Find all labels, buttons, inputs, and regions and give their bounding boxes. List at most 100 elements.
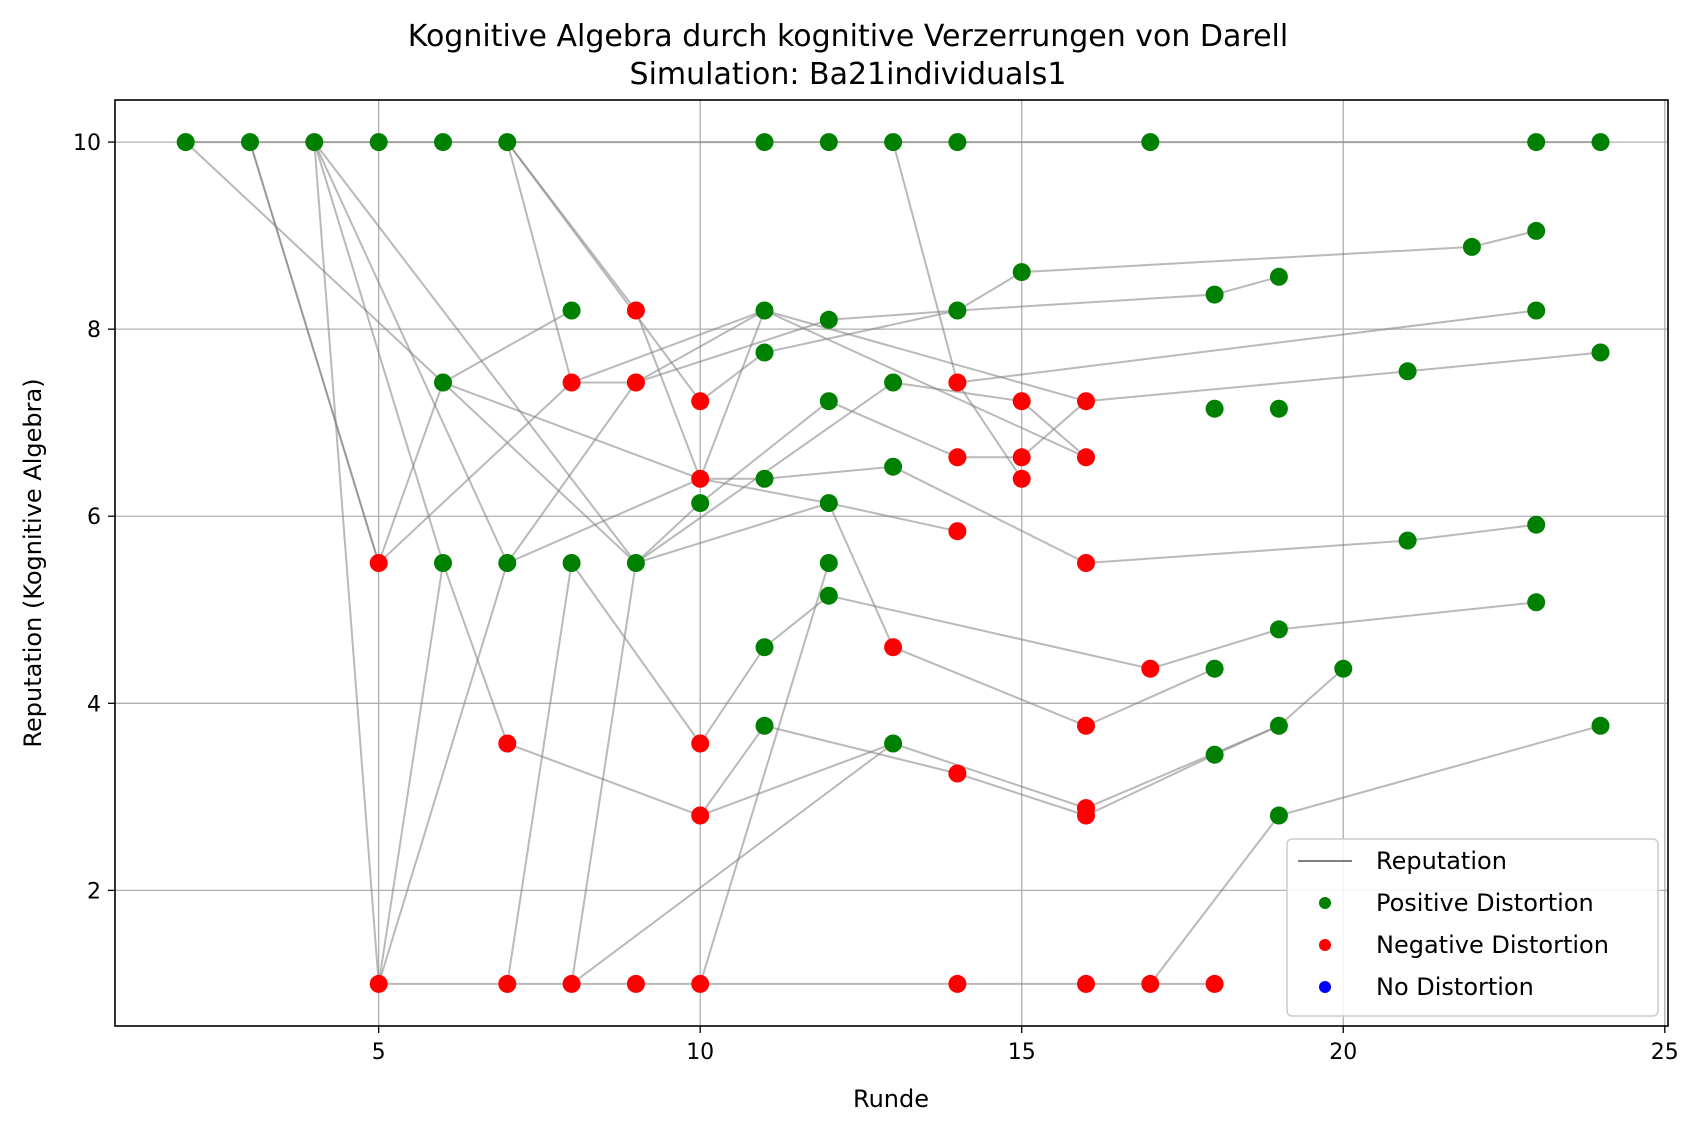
- negative-distortion-point: [498, 974, 517, 993]
- positive-distortion-point: [755, 469, 774, 488]
- legend-reputation-label: Reputation: [1376, 847, 1507, 875]
- positive-distortion-point: [755, 638, 774, 657]
- legend-positive-swatch: [1319, 897, 1331, 909]
- positive-distortion-point: [1269, 716, 1288, 735]
- positive-distortion-point: [176, 133, 195, 152]
- legend-negative-label: Negative Distortion: [1376, 931, 1609, 959]
- x-tick-label: 5: [372, 1040, 386, 1065]
- chart-title: Kognitive Algebra durch kognitive Verzer…: [408, 19, 1288, 54]
- negative-distortion-point: [562, 373, 581, 392]
- positive-distortion-point: [241, 133, 259, 152]
- x-tick-label: 25: [1651, 1040, 1679, 1065]
- negative-distortion-point: [948, 522, 967, 541]
- positive-distortion-point: [1527, 133, 1546, 152]
- negative-distortion-point: [948, 448, 967, 467]
- negative-distortion-point: [948, 373, 967, 392]
- positive-distortion-point: [369, 133, 388, 152]
- positive-distortion-point: [1205, 399, 1224, 418]
- positive-distortion-point: [434, 133, 452, 152]
- positive-distortion-point: [1269, 806, 1288, 825]
- positive-distortion-point: [434, 373, 452, 392]
- reputation-line: [249, 141, 380, 564]
- positive-distortion-point: [884, 373, 903, 392]
- reputation-line: [506, 560, 1537, 985]
- y-tick-label: 4: [87, 692, 101, 717]
- negative-distortion-point: [691, 392, 710, 411]
- distortion-points: [176, 133, 1610, 993]
- negative-distortion-point: [1012, 469, 1031, 488]
- positive-distortion-point: [498, 133, 517, 152]
- legend-none-swatch: [1319, 981, 1331, 993]
- axis-ticks: 5 10 15 20 25 2 4 6 8 10: [73, 131, 1679, 1065]
- positive-distortion-point: [948, 301, 967, 320]
- negative-distortion-point: [626, 373, 645, 392]
- positive-distortion-point: [691, 494, 710, 513]
- legend-frame: [1286, 838, 1659, 1017]
- positive-distortion-point: [819, 392, 838, 411]
- positive-distortion-point: [498, 554, 517, 572]
- positive-distortion-point: [1269, 267, 1288, 286]
- positive-distortion-point: [755, 343, 774, 362]
- negative-distortion-point: [369, 974, 388, 993]
- positive-distortion-point: [819, 310, 838, 329]
- reputation-line: [506, 141, 1280, 403]
- positive-distortion-point: [1527, 221, 1546, 240]
- positive-distortion-point: [1012, 263, 1031, 282]
- positive-distortion-point: [1527, 301, 1546, 320]
- y-tick-label: 10: [73, 131, 101, 156]
- positive-distortion-point: [1462, 237, 1481, 256]
- positive-distortion-point: [305, 133, 324, 152]
- x-tick-label: 10: [686, 1040, 714, 1065]
- negative-distortion-point: [498, 734, 517, 753]
- positive-distortion-point: [948, 133, 967, 152]
- positive-distortion-point: [1334, 659, 1353, 678]
- negative-distortion-point: [691, 806, 710, 825]
- reputation-line: [313, 141, 444, 564]
- reputation-line: [313, 141, 1537, 565]
- negative-distortion-point: [626, 301, 645, 320]
- negative-distortion-point: [1141, 659, 1160, 678]
- reputation-line: [699, 724, 1280, 817]
- positive-distortion-point: [819, 494, 838, 513]
- x-axis-label: Runde: [853, 1085, 929, 1113]
- positive-distortion-point: [755, 301, 774, 320]
- negative-distortion-point: [626, 974, 645, 993]
- positive-distortion-point: [1591, 716, 1610, 735]
- positive-distortion-point: [819, 133, 838, 152]
- negative-distortion-point: [1077, 716, 1095, 735]
- negative-distortion-point: [691, 734, 710, 753]
- positive-distortion-point: [819, 586, 838, 605]
- positive-distortion-point: [1269, 399, 1288, 418]
- positive-distortion-point: [884, 133, 903, 152]
- positive-distortion-point: [1205, 745, 1224, 764]
- negative-distortion-point: [1077, 806, 1095, 825]
- negative-distortion-point: [948, 764, 967, 783]
- positive-distortion-point: [884, 734, 903, 753]
- positive-distortion-point: [1205, 659, 1224, 678]
- reputation-line: [377, 465, 1537, 985]
- positive-distortion-point: [1591, 133, 1610, 152]
- negative-distortion-point: [1205, 974, 1224, 993]
- negative-distortion-point: [1077, 974, 1095, 993]
- x-tick-label: 20: [1329, 1040, 1357, 1065]
- y-tick-label: 6: [87, 505, 101, 530]
- positive-distortion-point: [1269, 620, 1288, 639]
- negative-distortion-point: [369, 554, 388, 572]
- negative-distortion-point: [1012, 392, 1031, 411]
- positive-distortion-point: [434, 554, 452, 572]
- legend: Reputation Positive Distortion Negative …: [1286, 838, 1659, 1017]
- positive-distortion-point: [1141, 133, 1160, 152]
- y-tick-label: 8: [87, 318, 101, 343]
- positive-distortion-point: [1205, 285, 1224, 304]
- positive-distortion-point: [1398, 362, 1417, 381]
- positive-distortion-point: [1398, 531, 1417, 550]
- negative-distortion-point: [1077, 448, 1095, 467]
- reputation-line: [185, 141, 766, 481]
- y-tick-label: 2: [87, 879, 101, 904]
- negative-distortion-point: [1012, 448, 1031, 467]
- y-axis-label: Reputation (Kognitive Algebra): [19, 378, 47, 747]
- positive-distortion-point: [1527, 593, 1546, 612]
- chart-subtitle: Simulation: Ba21individuals1: [630, 57, 1067, 92]
- positive-distortion-point: [1527, 515, 1546, 534]
